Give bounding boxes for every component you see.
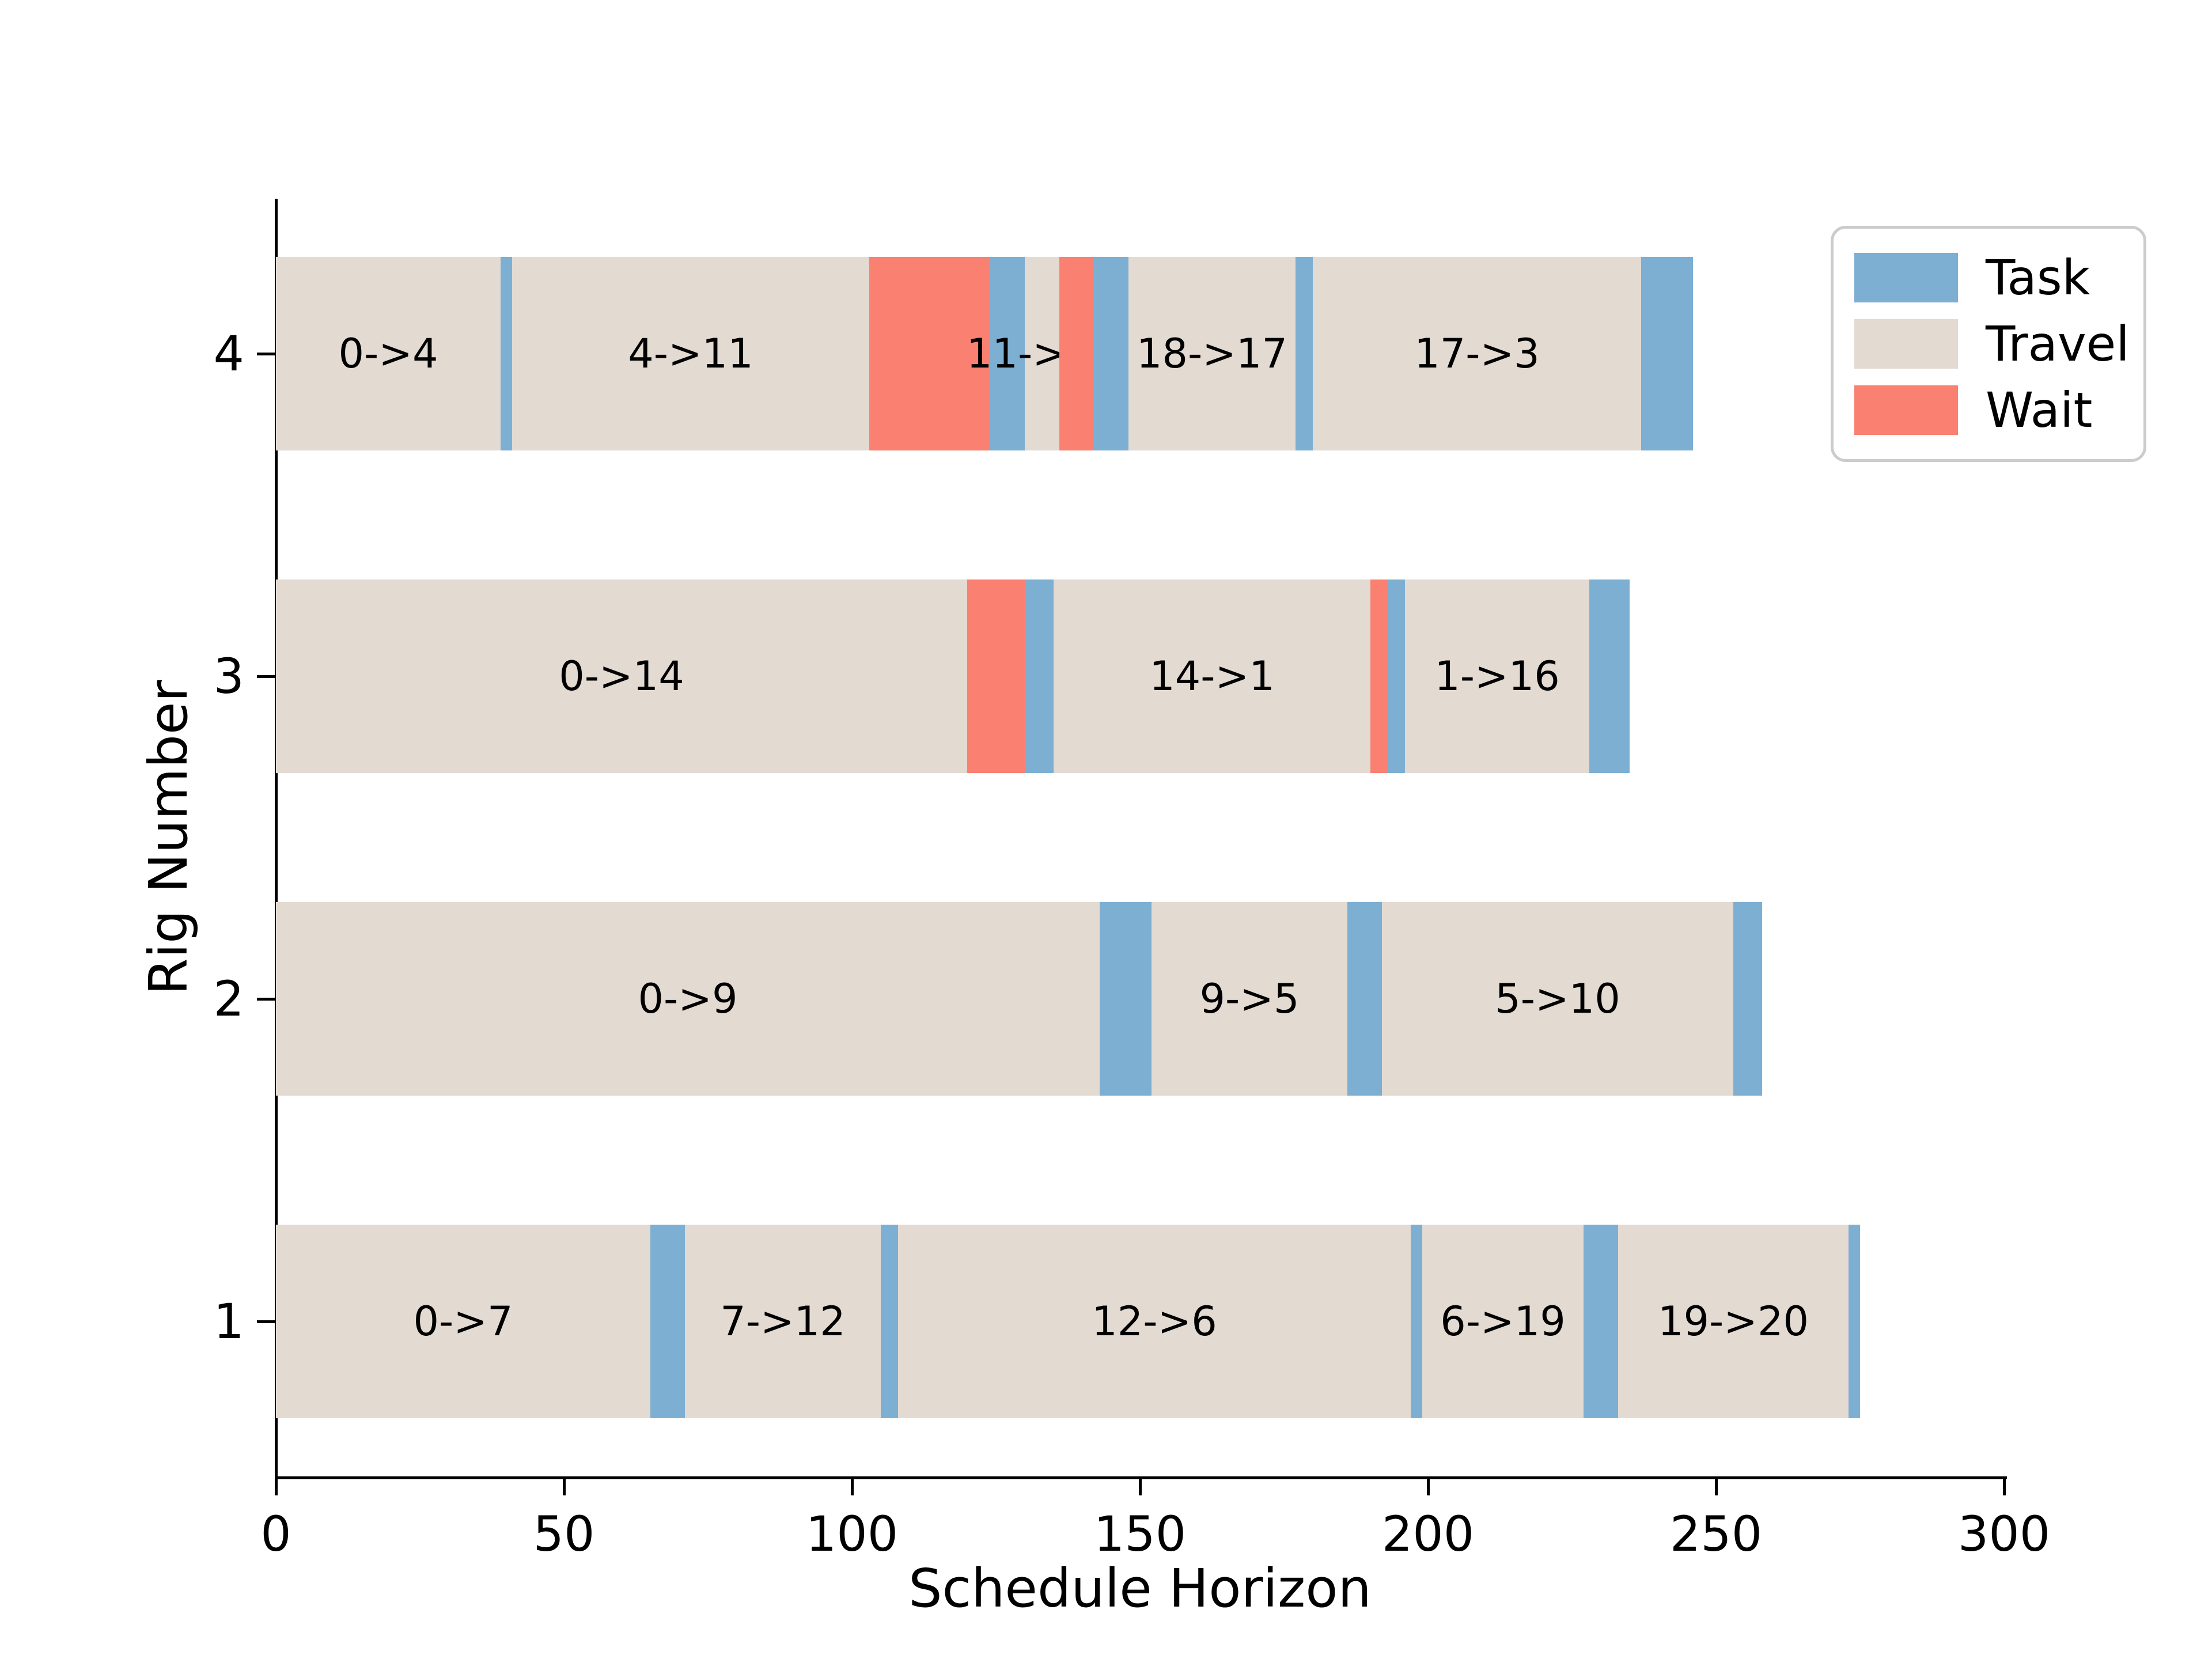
travel-segment (276, 256, 501, 450)
legend-swatch-travel (1854, 319, 1958, 369)
task-segment (1388, 579, 1405, 773)
task-segment (1849, 1225, 1860, 1419)
y-tick-label: 1 (213, 1293, 244, 1350)
x-tick (563, 1479, 566, 1495)
segment-label: 14->1 (1149, 652, 1275, 700)
travel-segment (1128, 256, 1296, 450)
task-segment (1100, 902, 1152, 1096)
task-segment (501, 256, 512, 450)
segment-label: 12->6 (1092, 1298, 1217, 1346)
task-segment (1584, 1225, 1618, 1419)
segment-label: 0->9 (638, 975, 738, 1023)
travel-segment (276, 902, 1100, 1096)
x-tick-label: 50 (533, 1506, 595, 1562)
legend-swatch-task (1854, 253, 1958, 303)
x-tick-label: 150 (1093, 1506, 1187, 1562)
y-axis-line (275, 199, 278, 1479)
travel-segment (1054, 579, 1370, 773)
segment-label: 9->5 (1199, 975, 1300, 1023)
legend-entry-travel: Travel (1854, 319, 2130, 369)
x-tick (851, 1479, 854, 1495)
segment-label: 1->16 (1434, 652, 1560, 700)
x-axis-title: Schedule Horizon (908, 1558, 1372, 1619)
travel-segment (1382, 902, 1733, 1096)
segment-label: 0->7 (413, 1298, 513, 1346)
x-axis-line (275, 1476, 2007, 1479)
y-tick (257, 998, 275, 1001)
task-segment (1641, 256, 1693, 450)
wait-segment (967, 579, 1025, 773)
y-tick (257, 352, 275, 355)
travel-segment (276, 579, 967, 773)
x-tick-label: 300 (1957, 1506, 2051, 1562)
legend-entry-task: Task (1854, 249, 2123, 306)
travel-segment (685, 1225, 881, 1419)
task-segment (881, 1225, 898, 1419)
task-segment (1411, 1225, 1422, 1419)
x-tick (2003, 1479, 2006, 1495)
segment-label: 7->12 (720, 1298, 846, 1346)
x-tick-label: 0 (260, 1506, 291, 1562)
task-segment (1094, 256, 1128, 450)
segment-label: 19->20 (1657, 1298, 1809, 1346)
wait-segment (869, 256, 990, 450)
y-tick-label: 3 (213, 647, 244, 704)
y-tick (257, 1320, 275, 1324)
segment-label: 0->14 (559, 652, 684, 700)
segment-label: 6->19 (1440, 1298, 1566, 1346)
travel-segment (1405, 579, 1589, 773)
legend: Task Travel Wait (1831, 226, 2146, 462)
task-segment (1347, 902, 1382, 1096)
legend-swatch-wait (1854, 385, 1958, 435)
travel-segment (1025, 256, 1059, 450)
task-segment (650, 1225, 685, 1419)
segment-label: 18->17 (1136, 329, 1288, 377)
legend-label: Travel (1986, 315, 2130, 372)
segment-label: 0->4 (338, 329, 438, 377)
legend-label: Wait (1986, 381, 2093, 438)
x-tick (1715, 1479, 1718, 1495)
travel-segment (898, 1225, 1411, 1419)
y-tick-label: 2 (213, 971, 244, 1028)
y-tick (257, 675, 275, 678)
travel-segment (1618, 1225, 1849, 1419)
x-tick (275, 1479, 278, 1495)
travel-segment (1422, 1225, 1584, 1419)
segment-label: 5->10 (1495, 975, 1620, 1023)
x-tick-label: 200 (1381, 1506, 1475, 1562)
x-tick-label: 100 (805, 1506, 899, 1562)
travel-segment (1313, 256, 1641, 450)
x-tick (1139, 1479, 1142, 1495)
task-segment (1589, 579, 1630, 773)
x-tick (1427, 1479, 1430, 1495)
legend-label: Task (1986, 249, 2090, 306)
task-segment (1296, 256, 1313, 450)
task-segment (1025, 579, 1054, 773)
segment-label: 17->3 (1414, 329, 1540, 377)
y-tick-label: 4 (213, 325, 244, 382)
legend-entry-wait: Wait (1854, 385, 2123, 435)
travel-segment (512, 256, 869, 450)
x-tick-label: 250 (1669, 1506, 1763, 1562)
segment-label: 4->11 (628, 329, 753, 377)
wait-segment (1370, 579, 1388, 773)
y-axis-title: Rig Number (138, 680, 199, 995)
task-segment (990, 256, 1025, 450)
task-segment (1733, 902, 1762, 1096)
travel-segment (1152, 902, 1347, 1096)
wait-segment (1059, 256, 1094, 450)
travel-segment (276, 1225, 650, 1419)
